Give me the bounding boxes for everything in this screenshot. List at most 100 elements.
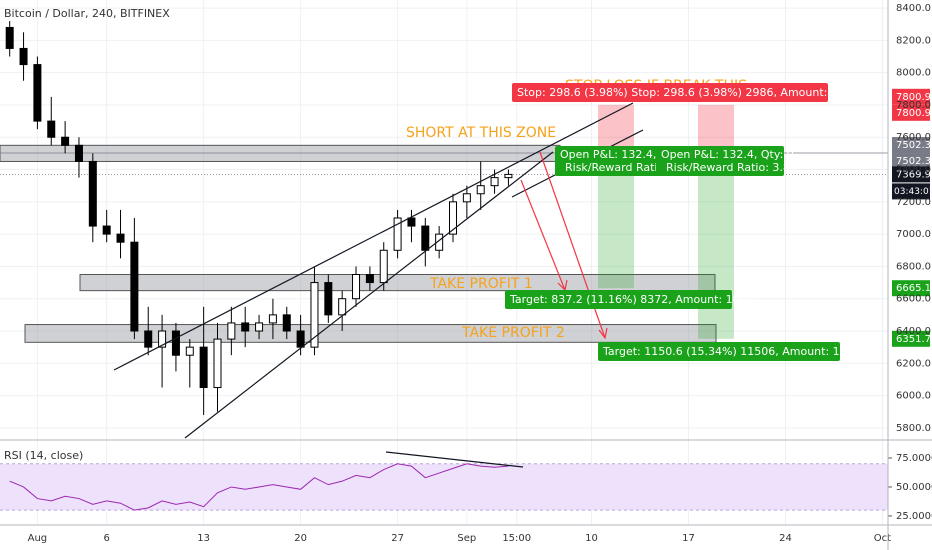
x-tick-label: 17 bbox=[682, 533, 695, 544]
candle-body bbox=[144, 330, 153, 348]
rsi-line bbox=[9, 463, 509, 511]
pnl-box-text: Risk/Reward Ratio: 3.85 bbox=[666, 161, 797, 174]
x-tick-label: 24 bbox=[779, 533, 792, 544]
price-label: 7369.9 bbox=[896, 169, 931, 180]
candle-body bbox=[449, 201, 458, 235]
candle-body bbox=[130, 241, 139, 332]
candle-body bbox=[379, 249, 388, 284]
y-tick-label: 6000.0 bbox=[896, 391, 931, 402]
x-tick-label: Sep bbox=[457, 533, 476, 544]
marks bbox=[5, 20, 513, 511]
y-tick-label: 6800.0 bbox=[896, 261, 931, 272]
candle-body bbox=[5, 26, 14, 49]
candle-body bbox=[504, 173, 513, 179]
price-zone bbox=[79, 273, 716, 292]
rsi-trendline bbox=[385, 451, 524, 468]
stop-area bbox=[598, 104, 634, 154]
y-tick-label: 7400.0 bbox=[896, 165, 931, 176]
x-tick-label: 27 bbox=[391, 533, 404, 544]
price-zone bbox=[24, 324, 717, 343]
arrow bbox=[520, 179, 566, 291]
y-tick-label: 8400.0 bbox=[896, 3, 931, 14]
candle-body bbox=[476, 185, 485, 195]
pnl-box bbox=[656, 146, 784, 176]
candle-body bbox=[435, 233, 444, 251]
x-tick-label: 13 bbox=[197, 533, 210, 544]
price-label: 6351.7 bbox=[896, 334, 931, 345]
y-tick-label: 7800.0 bbox=[896, 100, 931, 111]
candle-body bbox=[74, 144, 83, 162]
candle-body bbox=[241, 322, 250, 332]
annotation: TAKE PROFIT 1 bbox=[429, 276, 533, 292]
candle-body bbox=[102, 225, 111, 235]
candle-body bbox=[338, 298, 347, 316]
price-label: 7502.3 bbox=[896, 156, 931, 167]
target-box bbox=[505, 290, 732, 309]
rsi-tick-label: 75.0000 bbox=[896, 453, 932, 464]
candle-body bbox=[365, 273, 374, 284]
x-tick-label: Oct bbox=[874, 533, 891, 544]
y-tick-label: 8000.0 bbox=[896, 68, 931, 79]
candle-body bbox=[33, 64, 42, 122]
candle-body bbox=[185, 346, 194, 356]
price-zone bbox=[0, 144, 561, 162]
stop-box bbox=[512, 83, 828, 102]
y-tick-label: 6200.0 bbox=[896, 358, 931, 369]
candle-body bbox=[352, 273, 361, 300]
trendline bbox=[113, 102, 634, 371]
arrow-head bbox=[598, 327, 608, 340]
price-label: 7800.9 bbox=[896, 108, 931, 119]
price-label: 6665.1 bbox=[896, 283, 931, 294]
candle-body bbox=[268, 314, 277, 324]
y-tick-label: 7000.0 bbox=[896, 229, 931, 240]
x-tick-label: 15:00 bbox=[502, 533, 531, 544]
trendline bbox=[184, 151, 554, 439]
chart-title: Bitcoin / Dollar, 240, BITFINEX bbox=[4, 7, 170, 20]
annotation: SHORT AT THIS ZONE bbox=[406, 125, 556, 141]
candle-body bbox=[88, 160, 97, 227]
countdown-box bbox=[892, 183, 930, 200]
candle-body bbox=[462, 193, 471, 203]
candle-body bbox=[255, 322, 264, 332]
rsi-band bbox=[0, 463, 888, 511]
y-tick-label: 8200.0 bbox=[896, 35, 931, 46]
candle-body bbox=[407, 217, 416, 227]
target-area bbox=[698, 153, 734, 339]
candle-body bbox=[158, 330, 167, 348]
candle-body bbox=[171, 330, 180, 356]
arrow bbox=[539, 151, 606, 339]
candle-body bbox=[227, 322, 236, 340]
arrows bbox=[520, 151, 608, 340]
price-label-box bbox=[892, 280, 930, 297]
candle-body bbox=[213, 338, 222, 389]
candle-body bbox=[393, 217, 402, 251]
candle-body bbox=[19, 47, 28, 66]
price-label: 7502.3 bbox=[896, 140, 931, 151]
candle-body bbox=[116, 233, 125, 243]
price-label-box bbox=[892, 153, 930, 170]
price-label-box bbox=[892, 166, 930, 183]
over: STOP LOSS IF BREAK THISSHORT AT THIS ZON… bbox=[406, 78, 932, 361]
under bbox=[0, 104, 888, 343]
candle-body bbox=[490, 177, 499, 187]
candle-body bbox=[282, 314, 291, 332]
candle-body bbox=[324, 282, 333, 316]
rsi-tick-label: 25.0000 bbox=[896, 511, 932, 522]
price-label-box bbox=[892, 104, 930, 121]
pnl-box-text: Open P&L: 132.4, Qty: 0 bbox=[661, 148, 794, 161]
y-tick-label: 5800.0 bbox=[896, 423, 931, 434]
price-label: 7800.9 bbox=[896, 92, 931, 103]
annotation: TAKE PROFIT 2 bbox=[461, 325, 565, 341]
target-box bbox=[598, 342, 840, 361]
y-tick-label: 7200.0 bbox=[896, 197, 931, 208]
stop-box-text: Stop: 298.6 (3.98%) Stop: 298.6 (3.98%) … bbox=[517, 86, 859, 99]
y-tick-label: 6400.0 bbox=[896, 326, 931, 337]
candle-body bbox=[310, 282, 319, 348]
candle-body bbox=[47, 120, 56, 138]
candle-body bbox=[421, 225, 430, 251]
y-tick-label: 7600.0 bbox=[896, 132, 931, 143]
y-tick-label: 6600.0 bbox=[896, 294, 931, 305]
x-tick-label: 10 bbox=[585, 533, 598, 544]
x-tick-label: 20 bbox=[294, 533, 307, 544]
